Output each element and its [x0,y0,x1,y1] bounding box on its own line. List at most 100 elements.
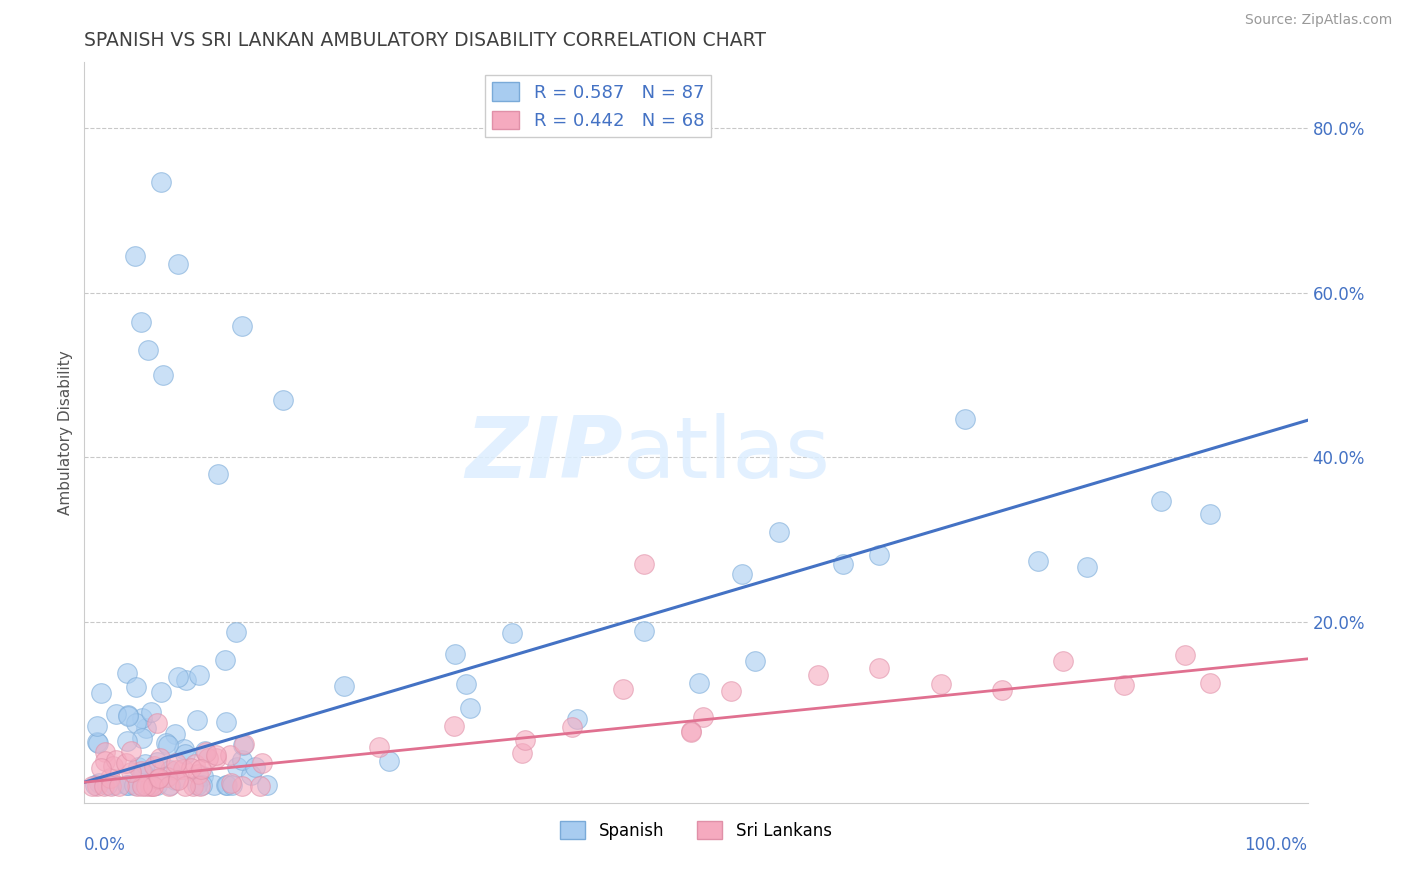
Point [150,685,173,699]
Point [181,779,204,793]
Point [142,759,165,773]
Point [86,734,108,748]
Point [83,778,105,792]
Point [454,677,477,691]
Point [1052,654,1074,668]
Point [180,761,202,775]
Point [515,733,537,747]
Point [252,756,274,771]
Point [146,755,169,769]
Point [186,713,208,727]
Point [186,778,208,792]
Point [90,761,112,775]
Point [191,769,214,783]
Point [150,175,173,189]
Point [146,778,169,792]
Point [131,731,153,745]
Point [271,392,294,407]
Point [1114,678,1136,692]
Point [100,779,122,793]
Point [120,764,142,779]
Point [991,683,1014,698]
Point [744,655,766,669]
Point [105,706,128,721]
Point [139,778,162,792]
Point [681,725,703,739]
Text: atlas: atlas [623,413,831,496]
Point [96,778,118,792]
Point [131,778,153,792]
Point [869,661,891,675]
Point [202,778,225,792]
Point [139,705,162,719]
Text: Source: ZipAtlas.com: Source: ZipAtlas.com [1244,13,1392,28]
Point [231,318,253,333]
Point [232,739,254,753]
Point [101,759,124,773]
Point [115,665,138,680]
Point [120,744,142,758]
Point [692,710,714,724]
Point [129,315,152,329]
Point [731,567,754,582]
Point [679,724,702,739]
Point [82,779,104,793]
Point [134,756,156,771]
Point [194,745,217,759]
Point [135,779,157,793]
Point [187,667,209,681]
Point [174,779,197,793]
Point [165,756,187,771]
Point [929,676,952,690]
Point [194,743,217,757]
Point [219,775,242,789]
Point [205,751,228,765]
Point [146,772,169,786]
Point [174,673,197,688]
Point [167,257,190,271]
Point [131,779,153,793]
Point [633,558,655,572]
Point [1198,507,1220,521]
Point [152,368,174,382]
Point [89,776,111,790]
Point [124,680,146,694]
Point [159,778,181,792]
Point [221,778,243,792]
Point [107,779,129,793]
Point [129,764,152,779]
Point [163,727,186,741]
Point [377,754,399,768]
Point [187,767,209,781]
Point [94,754,117,768]
Point [688,676,710,690]
Point [232,737,254,751]
Point [231,779,253,793]
Point [197,751,219,765]
Point [117,708,139,723]
Point [149,751,172,765]
Point [93,779,115,793]
Point [1150,494,1173,508]
Point [225,624,247,639]
Point [207,467,229,481]
Point [807,668,830,682]
Point [117,778,139,792]
Point [1076,560,1098,574]
Point [501,626,523,640]
Point [565,713,588,727]
Point [142,779,165,793]
Point [633,624,655,638]
Point [1198,676,1220,690]
Point [953,412,976,426]
Point [148,772,170,786]
Point [155,736,177,750]
Point [333,679,356,693]
Point [256,778,278,792]
Point [226,760,249,774]
Text: ZIP: ZIP [465,413,623,496]
Point [443,719,465,733]
Point [173,742,195,756]
Point [141,779,163,793]
Point [720,683,742,698]
